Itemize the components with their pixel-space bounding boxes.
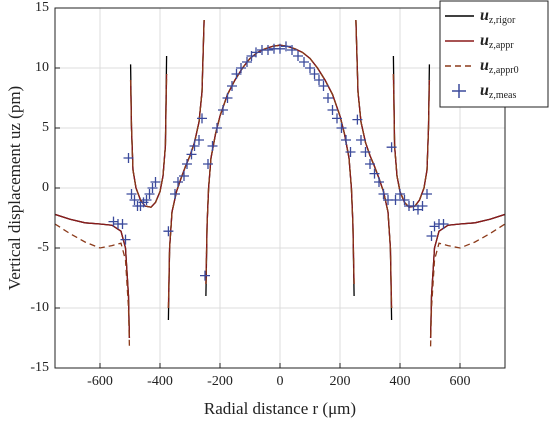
- marker: [332, 113, 342, 124]
- marker: [222, 93, 233, 103]
- marker: [422, 189, 432, 199]
- y-tick-label: -5: [37, 240, 49, 255]
- marker: [318, 81, 329, 91]
- marker: [426, 231, 437, 241]
- marker: [395, 189, 405, 199]
- marker: [352, 114, 363, 125]
- marker: [374, 177, 384, 187]
- marker: [386, 142, 397, 153]
- marker: [438, 219, 449, 229]
- marker: [356, 135, 366, 145]
- marker: [179, 171, 189, 181]
- marker: [299, 57, 309, 67]
- marker: [305, 63, 315, 73]
- marker: [365, 159, 375, 169]
- marker: [236, 63, 246, 73]
- marker: [144, 189, 155, 199]
- marker: [242, 57, 252, 67]
- x-tick-label: -600: [87, 374, 113, 389]
- marker: [218, 105, 228, 115]
- y-tick-label: -15: [30, 360, 49, 375]
- marker: [150, 177, 161, 187]
- marker: [163, 226, 174, 237]
- x-tick-label: 200: [330, 374, 351, 389]
- marker: [327, 105, 338, 115]
- marker: [345, 147, 356, 157]
- x-axis-label: Radial distance r (μm): [204, 399, 356, 418]
- plot-area: [55, 19, 505, 347]
- y-tick-label: 10: [35, 60, 49, 75]
- marker: [336, 123, 347, 133]
- x-tick-label: -200: [207, 374, 233, 389]
- marker: [207, 141, 218, 151]
- y-tick-label: -10: [30, 300, 49, 315]
- marker: [189, 141, 200, 151]
- marker: [263, 45, 273, 55]
- marker: [194, 135, 204, 145]
- legend-label: uz,meas: [480, 82, 517, 102]
- x-tick-label: 400: [390, 374, 411, 389]
- marker: [314, 75, 324, 85]
- y-tick-label: 0: [42, 180, 49, 195]
- x-tick-label: 0: [277, 374, 284, 389]
- legend-box: [439, 0, 549, 108]
- y-axis-label: Vertical displacement uz (pm): [5, 86, 24, 290]
- marker: [378, 189, 389, 199]
- marker: [141, 195, 152, 205]
- y-tick-label: 15: [35, 0, 49, 15]
- marker: [212, 123, 222, 133]
- marker: [173, 177, 183, 187]
- marker: [287, 45, 297, 55]
- x-tick-label: -400: [147, 374, 173, 389]
- marker: [203, 159, 213, 169]
- marker: [120, 234, 131, 245]
- marker: [275, 43, 285, 54]
- marker: [251, 47, 261, 58]
- marker: [117, 219, 128, 229]
- marker: [182, 159, 192, 169]
- legend-marker: [452, 84, 466, 98]
- series-line: [55, 19, 505, 347]
- marker: [123, 153, 134, 163]
- marker: [200, 270, 210, 281]
- legend-label: uz,rigor: [480, 7, 516, 27]
- marker: [108, 216, 119, 227]
- marker: [293, 51, 303, 61]
- legend-label: uz,appr: [480, 32, 514, 52]
- marker: [360, 147, 371, 157]
- marker: [227, 81, 237, 91]
- marker: [429, 221, 440, 232]
- x-tick-label: 600: [450, 374, 471, 389]
- marker: [147, 183, 158, 193]
- legend-label: uz,appr0: [480, 57, 519, 77]
- marker: [231, 69, 242, 79]
- marker: [129, 195, 140, 205]
- marker: [417, 201, 428, 211]
- marker: [170, 189, 180, 199]
- marker: [399, 195, 410, 205]
- y-tick-label: 5: [42, 120, 49, 135]
- marker: [281, 41, 291, 52]
- marker: [197, 113, 207, 124]
- marker: [323, 93, 333, 103]
- marker: [309, 69, 320, 79]
- marker: [126, 189, 137, 199]
- marker: [186, 149, 197, 160]
- marker: [369, 168, 380, 179]
- marker: [390, 195, 401, 205]
- marker: [341, 135, 351, 145]
- plot-frame: [54, 7, 506, 369]
